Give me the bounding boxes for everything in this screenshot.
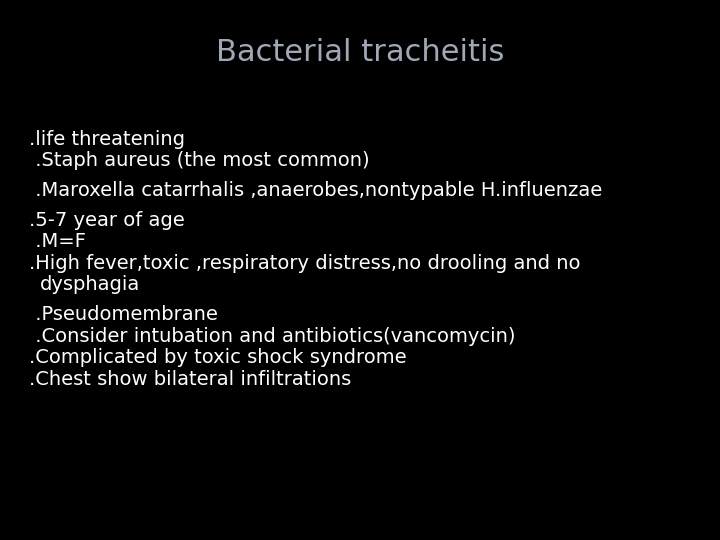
Text: .Pseudomembrane: .Pseudomembrane <box>29 305 217 324</box>
Text: .life threatening: .life threatening <box>29 130 185 148</box>
Text: .Chest show bilateral infiltrations: .Chest show bilateral infiltrations <box>29 370 351 389</box>
Text: .Staph aureus (the most common): .Staph aureus (the most common) <box>29 151 369 170</box>
Text: .M=F: .M=F <box>29 232 86 251</box>
Text: Bacterial tracheitis: Bacterial tracheitis <box>216 38 504 67</box>
Text: .High fever,toxic ,respiratory distress,no drooling and no: .High fever,toxic ,respiratory distress,… <box>29 254 580 273</box>
Text: .Maroxella catarrhalis ,anaerobes,nontypable H.influenzae: .Maroxella catarrhalis ,anaerobes,nontyp… <box>29 181 602 200</box>
Text: .Complicated by toxic shock syndrome: .Complicated by toxic shock syndrome <box>29 348 406 367</box>
Text: .Consider intubation and antibiotics(vancomycin): .Consider intubation and antibiotics(van… <box>29 327 516 346</box>
Text: dysphagia: dysphagia <box>40 275 140 294</box>
Text: .5-7 year of age: .5-7 year of age <box>29 211 184 229</box>
